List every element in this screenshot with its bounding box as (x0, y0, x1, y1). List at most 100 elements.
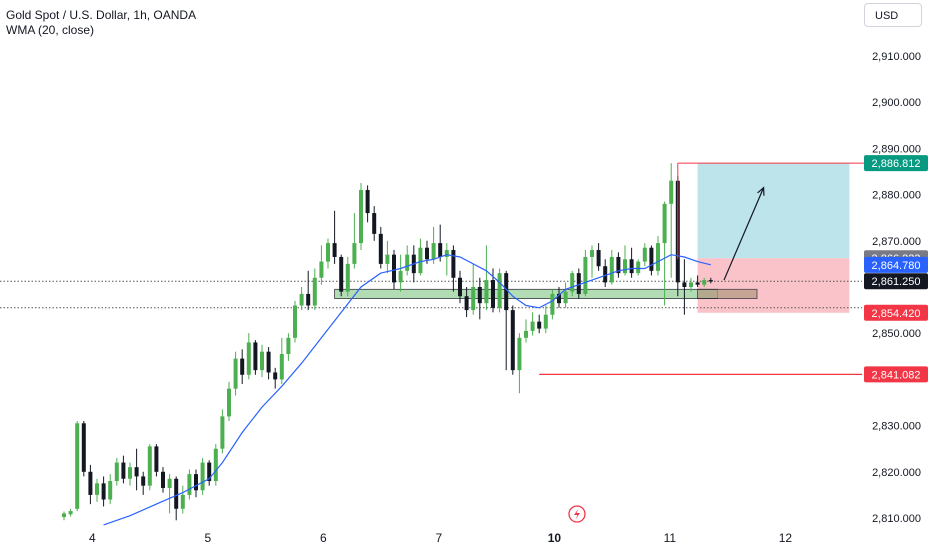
candle-body (642, 247, 647, 262)
candle (576, 268, 581, 299)
candle-body (464, 296, 469, 311)
candle-body (114, 462, 119, 482)
candle (128, 462, 132, 486)
indicator-legend[interactable]: WMA (20, close) (6, 23, 95, 37)
candle-body (279, 353, 284, 380)
candle (550, 289, 555, 320)
time-tick-label: 7 (436, 531, 443, 545)
entry-zone-box[interactable] (697, 288, 758, 299)
wma-line[interactable] (103, 254, 711, 526)
candle-body (689, 282, 693, 287)
candle (623, 245, 627, 276)
price-tick-label: 2,810.000 (872, 513, 921, 525)
candle-body (662, 203, 667, 244)
candle-body (477, 287, 482, 304)
candle (524, 319, 528, 343)
arrow-head (757, 186, 765, 196)
price-badge-label: 2,886.812 (872, 158, 921, 170)
profit-zone[interactable] (697, 163, 850, 259)
candle (590, 245, 594, 278)
candle-body (332, 243, 337, 257)
candle (642, 243, 647, 267)
price-badge-label: 2,861.250 (872, 276, 921, 288)
flash-icon-bolt (574, 508, 580, 520)
stop-loss-zone[interactable] (697, 258, 850, 313)
price-badge[interactable]: 2,864.780 (864, 256, 928, 273)
candle-body (623, 259, 627, 274)
candle (378, 226, 383, 269)
candle (603, 259, 608, 287)
price-badge-label: 2,841.082 (872, 369, 921, 381)
candle (689, 277, 693, 292)
candle (596, 243, 601, 271)
time-tick-label: 11 (664, 531, 677, 545)
candle-body (128, 467, 132, 479)
price-tick-label: 2,820.000 (872, 467, 921, 479)
candle-body (194, 474, 198, 491)
price-badge-bg (864, 256, 928, 273)
candle (451, 245, 456, 292)
candle (372, 206, 377, 241)
candle (537, 314, 542, 334)
price-badge[interactable]: 2,841.082 (864, 366, 928, 383)
candle-body (563, 291, 568, 304)
candle (484, 245, 489, 311)
candle-body (491, 280, 495, 308)
candle (339, 254, 344, 297)
candle-body (339, 256, 344, 292)
price-tick-label: 2,900.000 (872, 97, 921, 109)
candle-body (299, 293, 304, 306)
candle-body (458, 277, 462, 297)
candle (266, 347, 271, 380)
candle-body (253, 342, 258, 371)
candle (174, 476, 179, 521)
candle-body (550, 293, 555, 315)
flash-icon[interactable] (568, 505, 586, 523)
price-badge[interactable]: 2,854.420 (864, 304, 928, 321)
candle-body (240, 358, 245, 375)
time-tick-label: 10 (548, 531, 562, 545)
candle (438, 224, 443, 262)
candle (200, 457, 205, 495)
candle-body (147, 446, 152, 486)
currency-button[interactable]: USD (864, 3, 922, 27)
candle (253, 340, 258, 375)
candle (227, 381, 231, 421)
price-badge[interactable]: 2,861.250 (864, 273, 928, 290)
time-tick-label: 12 (779, 531, 793, 545)
time-tick-label: 4 (89, 531, 96, 545)
candle (695, 275, 700, 287)
price-tick-label: 2,890.000 (872, 143, 921, 155)
candle-body (385, 254, 390, 264)
candle-body (537, 321, 542, 329)
candle (365, 185, 370, 223)
candle (306, 270, 311, 311)
candle-body (161, 471, 165, 488)
candle-body (524, 330, 528, 338)
candle (444, 243, 449, 276)
candle (656, 236, 660, 276)
candle-body (682, 282, 687, 287)
price-badge[interactable]: 2,886.812 (864, 155, 928, 172)
candle-body (180, 494, 185, 509)
candle (497, 268, 502, 313)
candle (319, 245, 324, 285)
candle-body (88, 471, 93, 495)
candle (233, 351, 238, 396)
candle (431, 226, 436, 264)
price-tick-label: 2,870.000 (872, 236, 921, 248)
candle-body (246, 342, 251, 375)
price-badge-bg (864, 304, 928, 321)
candle-body (68, 511, 73, 515)
candle (464, 287, 469, 318)
projection-arrow[interactable] (723, 187, 765, 281)
candle (385, 240, 390, 274)
candle-body (81, 423, 86, 472)
candle (669, 163, 674, 278)
demand-zone[interactable] (334, 288, 718, 299)
candle (299, 287, 304, 311)
candle (477, 277, 482, 320)
candle-body (596, 250, 601, 267)
